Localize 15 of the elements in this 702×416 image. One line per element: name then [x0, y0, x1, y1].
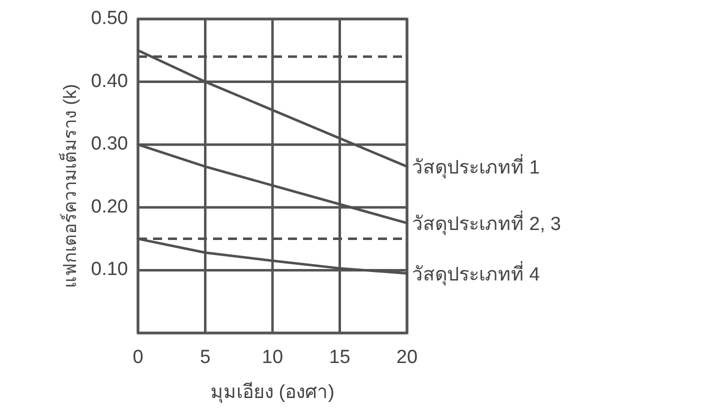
- series-label: วัสดุประเภทที่ 1: [412, 154, 540, 180]
- series-label: วัสดุประเภทที่ 4: [412, 260, 540, 286]
- x-axis-title: มุมเอียง (องศา): [210, 381, 334, 404]
- x-tick-label: 20: [396, 347, 418, 368]
- y-tick-label: 0.40: [91, 70, 128, 92]
- series-label: วัสดุประเภทที่ 2, 3: [412, 210, 561, 236]
- y-tick-label: 0.10: [91, 259, 128, 280]
- x-tick-label: 0: [132, 347, 144, 368]
- x-tick-label: 10: [262, 347, 284, 368]
- x-tick-label: 5: [200, 347, 211, 368]
- y-tick-label: 0.20: [91, 196, 128, 218]
- x-tick-label: 15: [329, 347, 350, 368]
- y-axis-title: แฟกเตอร์ความเต็มราง (k): [58, 84, 80, 288]
- y-tick-label: 0.30: [91, 134, 128, 155]
- y-tick-label: 0.50: [91, 8, 128, 30]
